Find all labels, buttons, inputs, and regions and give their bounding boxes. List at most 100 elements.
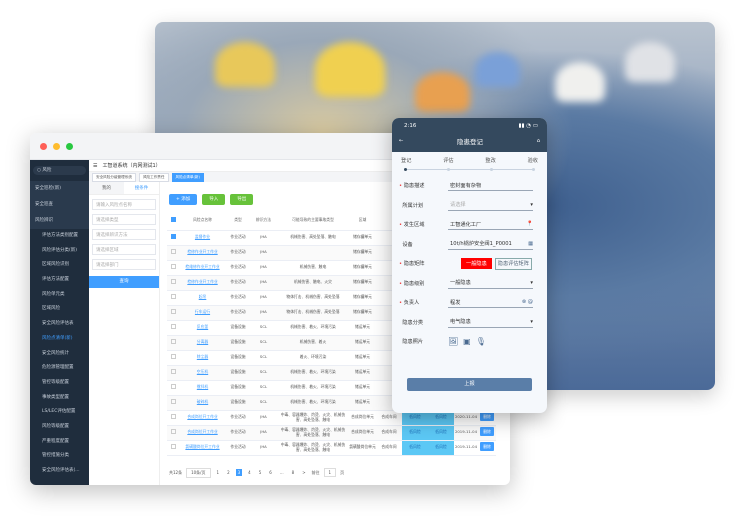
cell-text[interactable]: 反应釜 [196, 324, 209, 330]
sidebar-item[interactable]: 评估方法配置 [42, 277, 69, 283]
filter-input[interactable]: 请选择区域 [92, 244, 156, 255]
tag-tab[interactable]: 风险工作责任 [138, 172, 169, 182]
page-button[interactable]: 1 [216, 470, 220, 475]
table-cell[interactable]: 删除 [478, 440, 496, 456]
page-button[interactable]: 5 [258, 470, 262, 475]
danger-badge[interactable]: 一般隐患 [461, 258, 492, 270]
risk-point-link[interactable]: 搅拌机 [179, 380, 226, 396]
row-checkbox[interactable] [167, 275, 179, 291]
row-checkbox[interactable] [167, 320, 179, 336]
text-field[interactable]: 10t/h锅炉安全阀1_P0001 ▦ [448, 239, 533, 250]
goto-input[interactable]: 1 [323, 468, 337, 477]
select-field[interactable]: 一般隐患 ▾ [448, 278, 533, 289]
sidebar-item[interactable]: 安全风险统计 [42, 350, 69, 356]
close-button[interactable] [40, 142, 47, 150]
row-checkbox[interactable] [167, 350, 179, 366]
menu-icon[interactable]: ☰ [93, 162, 98, 169]
select-field[interactable]: 请选择 ▾ [448, 200, 533, 211]
cell-text[interactable]: 合成岗位开工作业 [187, 429, 218, 435]
risk-point-link[interactable]: 检维修作业开工作业 [179, 260, 226, 276]
matrix-link-button[interactable]: 隐患评估矩阵 [494, 257, 532, 270]
sidebar-group[interactable]: 风险辨识 [30, 213, 89, 229]
row-checkbox[interactable] [167, 290, 179, 306]
sidebar-item[interactable]: 安全风险评估表 [42, 321, 74, 327]
tag-tab[interactable]: 安全风险分级管理系统 [92, 172, 136, 182]
risk-point-link[interactable]: 反应釜 [179, 320, 226, 336]
risk-point-link[interactable]: 氯磺酸岗位开工作业 [179, 440, 226, 456]
back-icon[interactable]: ← [399, 138, 404, 144]
page-button[interactable]: 3 [235, 469, 243, 476]
export-button[interactable]: 导出 [230, 194, 254, 205]
table-cell[interactable]: 删除 [478, 425, 496, 441]
row-checkbox[interactable] [167, 395, 179, 411]
risk-point-link[interactable]: 合成岗位开工作业 [179, 410, 226, 426]
cell-text[interactable]: 空压机 [196, 369, 209, 375]
location-icon[interactable]: 📍 [526, 221, 533, 228]
sidebar-group[interactable]: 安全巡查 [30, 197, 89, 213]
page-size-select[interactable]: 10条/页 [186, 467, 211, 478]
row-checkbox[interactable] [167, 335, 179, 351]
risk-point-link[interactable]: 检修作业开工作业 [179, 275, 226, 291]
sidebar-item[interactable]: 评估方法类别配置 [42, 233, 78, 238]
row-checkbox[interactable] [167, 230, 179, 246]
sidebar-group[interactable]: 安全巡检(新) [30, 181, 89, 197]
row-checkbox[interactable] [167, 245, 179, 261]
text-field[interactable]: 密封面有杂物 [448, 180, 533, 192]
row-checkbox[interactable] [167, 260, 179, 276]
sidebar-item[interactable]: 风险等级配置 [42, 423, 69, 429]
minimize-button[interactable] [53, 142, 60, 150]
cell-text[interactable]: 检维修作业开工作业 [185, 264, 220, 270]
sidebar-search[interactable]: ○ 风险 [33, 166, 86, 175]
table-cell[interactable]: 删除 [478, 410, 496, 426]
sidebar-item[interactable]: 管控措施分类 [42, 453, 69, 459]
cell-text[interactable]: 监督作业 [194, 234, 211, 240]
page-button[interactable]: 2 [227, 470, 230, 475]
filter-input[interactable]: 请输入风险点名称 [92, 199, 156, 210]
tab-mine[interactable]: 我的 [89, 182, 124, 194]
page-button[interactable]: 6 [269, 470, 272, 475]
sidebar-item[interactable]: 安全风险评估表(... [42, 468, 80, 473]
sidebar-item[interactable]: 危险源管理配置 [42, 365, 74, 371]
filter-input[interactable]: 请选择部门 [92, 259, 156, 270]
cell-text[interactable]: 氯磺酸岗位开工作业 [185, 444, 220, 450]
risk-point-link[interactable]: 监督作业 [179, 230, 226, 246]
risk-point-link[interactable]: 检修作业开工作业 [179, 245, 226, 261]
delete-button[interactable]: 删除 [480, 442, 494, 452]
risk-point-link[interactable]: 空压机 [179, 365, 226, 381]
risk-point-link[interactable]: 分离器 [179, 335, 226, 351]
sidebar-item[interactable]: 风险评估分类(新) [42, 247, 78, 253]
sidebar-item[interactable]: 区域风险 [42, 306, 60, 312]
page-button[interactable]: ... [279, 470, 284, 475]
scan-icon[interactable]: ▦ [528, 240, 533, 247]
row-checkbox[interactable] [167, 380, 179, 396]
cell-text[interactable]: 破碎机 [196, 399, 209, 405]
voice-upload-icon[interactable]: 🎙 [475, 337, 486, 347]
query-button[interactable]: 查询 [89, 276, 159, 288]
select-all-checkbox[interactable] [167, 212, 179, 231]
row-checkbox[interactable] [167, 305, 179, 321]
cell-text[interactable]: 检修作业开工作业 [187, 249, 218, 255]
row-checkbox[interactable] [167, 410, 179, 426]
filter-input[interactable]: 请选择类型 [92, 214, 156, 225]
cell-text[interactable]: 合成岗位开工作业 [187, 414, 218, 420]
video-upload-icon[interactable]: ▣ [463, 337, 471, 347]
risk-point-link[interactable]: 合成岗位开工作业 [179, 425, 226, 441]
cell-text[interactable]: 检修作业开工作业 [187, 279, 218, 285]
sidebar-item[interactable]: 风险点清单(新) [42, 335, 73, 341]
delete-button[interactable]: 删除 [480, 427, 494, 437]
risk-point-link[interactable]: 行车运行 [179, 305, 226, 321]
sidebar-item[interactable]: LS/LEC评估配置 [42, 409, 76, 415]
sidebar-item[interactable]: 管控等级配置 [42, 379, 69, 385]
risk-point-link[interactable]: 起吊 [179, 290, 226, 306]
row-checkbox[interactable] [167, 425, 179, 441]
cell-text[interactable]: 行车运行 [194, 309, 211, 315]
delete-button[interactable]: 删除 [480, 412, 494, 422]
maximize-button[interactable] [66, 142, 73, 150]
add-button[interactable]: + 添加 [169, 194, 198, 205]
tag-tab-active[interactable]: 风险点清单(新) [171, 172, 204, 182]
row-checkbox[interactable] [167, 440, 179, 456]
tab-conditions[interactable]: 搜条件 [124, 182, 159, 194]
risk-point-link[interactable]: 破碎机 [179, 395, 226, 411]
cell-text[interactable]: 除尘器 [196, 354, 209, 360]
page-button[interactable]: 8 [291, 470, 295, 475]
